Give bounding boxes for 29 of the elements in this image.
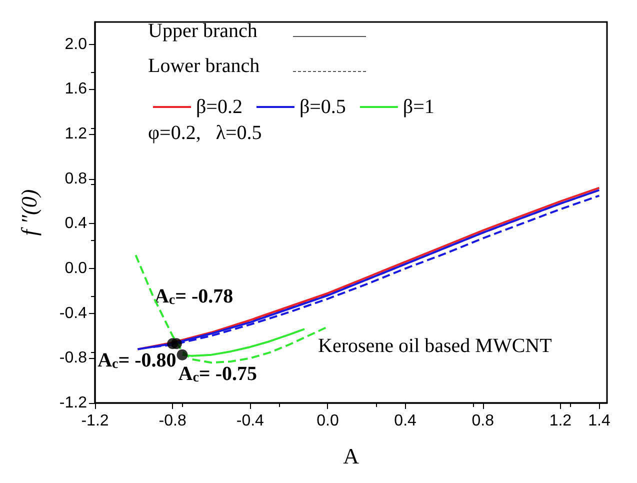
x-tick-label: 0.0 <box>316 412 339 430</box>
y-tick-label: 0.4 <box>64 215 88 232</box>
x-tick-label: 0.8 <box>472 412 494 430</box>
y-axis-title: f ″(0) <box>16 189 42 236</box>
annotation: Kerosene oil based MWCNT <box>318 335 552 357</box>
x-tick-label: 1.2 <box>549 412 572 430</box>
legend-label: β=0.2 <box>196 96 242 118</box>
y-tick-label: 0.0 <box>64 260 88 278</box>
y-tick-label: -0.4 <box>59 304 88 322</box>
annotation: φ=0.2, λ=0.5 <box>148 122 262 144</box>
annotation: Lower branch <box>148 55 260 77</box>
annotation: Ac= -0.78 <box>154 286 234 308</box>
x-tick-label: -0.8 <box>158 412 186 430</box>
x-tick-label: 0.4 <box>394 412 417 430</box>
annotation: Ac= -0.75 <box>178 362 257 386</box>
annotation: Ac= -0.80 <box>98 350 176 372</box>
y-tick-label: -0.8 <box>59 350 88 367</box>
x-axis-title: A <box>343 444 360 468</box>
y-tick-label: 0.8 <box>64 170 88 188</box>
x-tick-label: -0.4 <box>236 412 264 430</box>
x-tick-label: -1.2 <box>81 412 109 430</box>
y-tick-label: -1.2 <box>59 394 88 412</box>
legend-label: β=1 <box>402 96 434 118</box>
legend-label: β=0.5 <box>299 96 346 118</box>
y-tick-label: 1.6 <box>64 80 88 98</box>
y-tick-label: 1.2 <box>64 126 88 143</box>
y-tick-label: 2.0 <box>64 36 88 53</box>
annotation: Upper branch <box>148 20 258 42</box>
x-tick-label: 1.4 <box>588 412 610 430</box>
